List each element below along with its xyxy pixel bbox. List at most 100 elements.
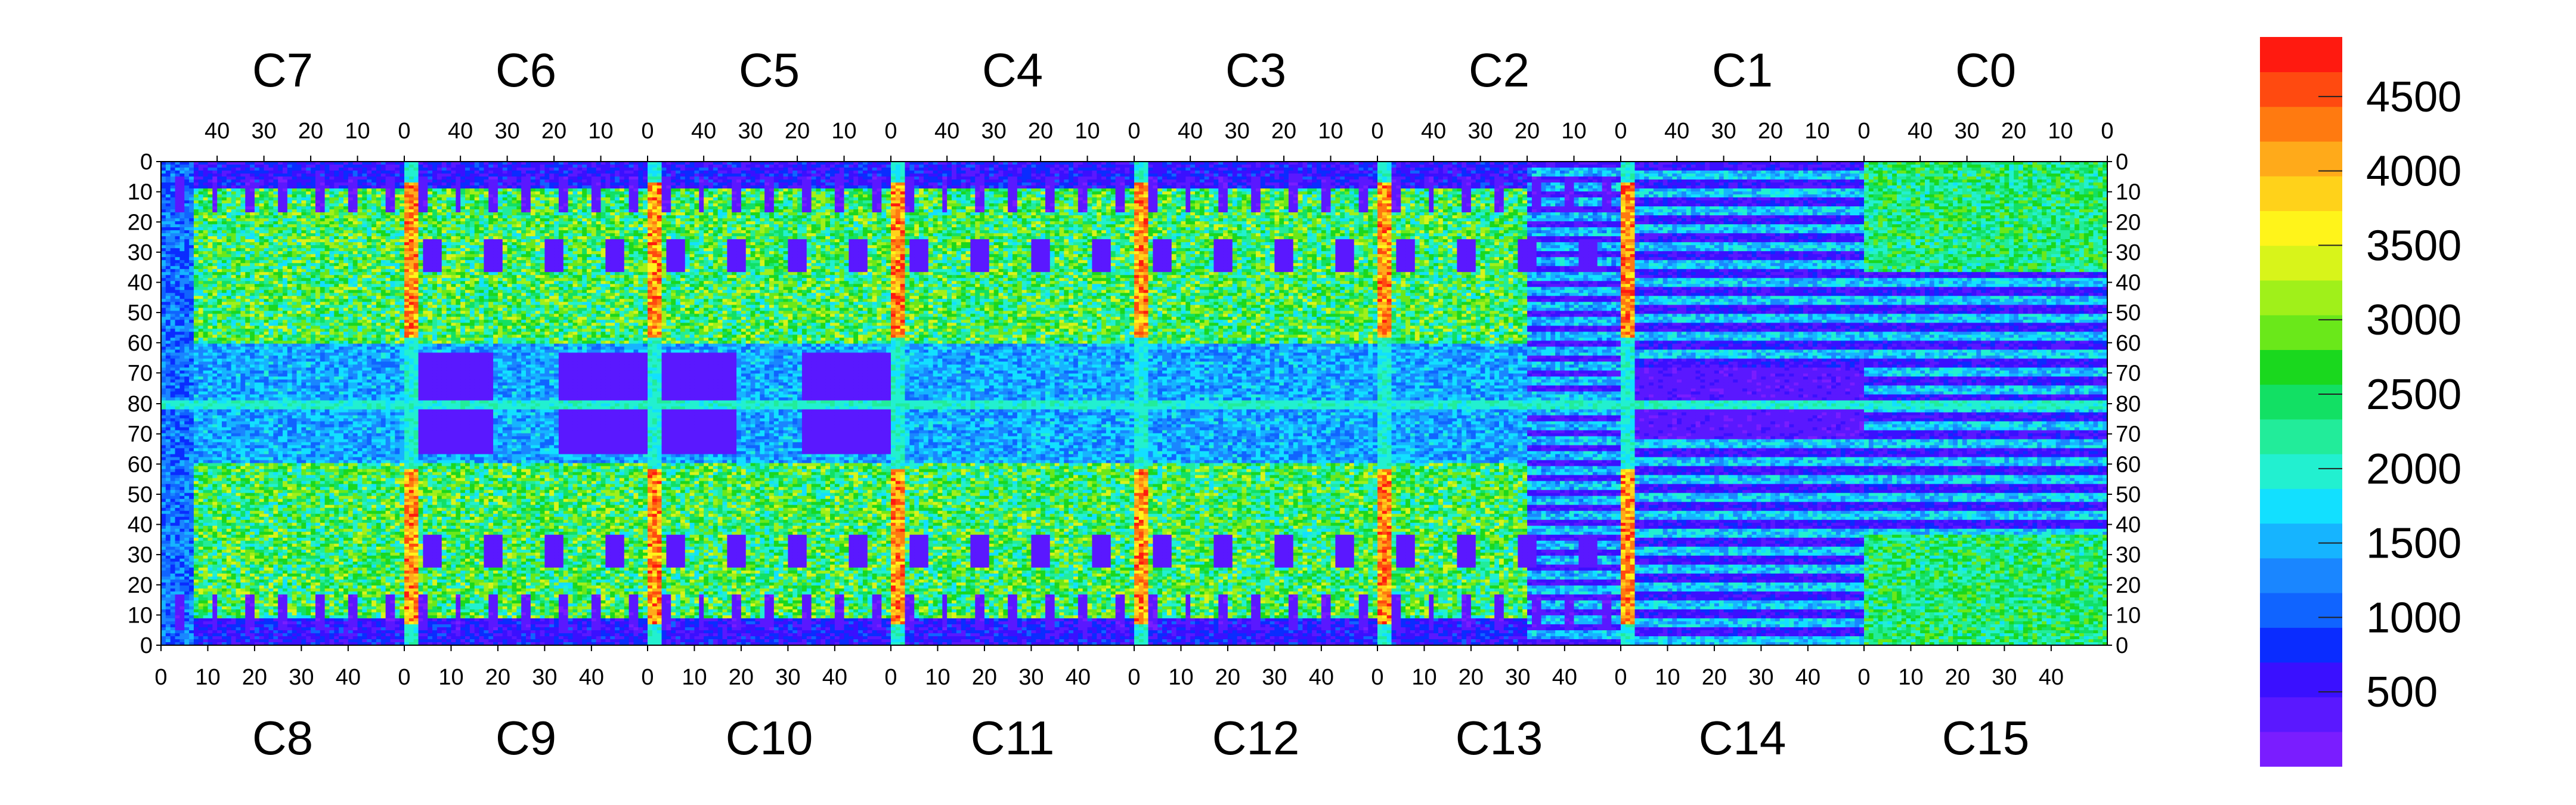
heatmap-cell bbox=[1274, 165, 1279, 168]
heatmap-cell bbox=[1948, 174, 1953, 177]
heatmap-cell bbox=[1789, 174, 1794, 177]
heatmap-cell bbox=[1504, 174, 1509, 177]
heatmap-cell bbox=[648, 171, 652, 174]
heatmap-cell bbox=[633, 171, 638, 174]
heatmap-cell bbox=[540, 171, 545, 174]
heatmap-cell bbox=[1176, 165, 1181, 168]
heatmap-cell bbox=[732, 165, 736, 168]
heatmap-cell bbox=[830, 165, 835, 168]
heatmap-cell bbox=[648, 174, 652, 177]
heatmap-cell bbox=[1312, 174, 1317, 177]
heatmap-cell bbox=[807, 177, 812, 180]
heatmap-cell bbox=[886, 171, 891, 174]
heatmap-cell bbox=[1948, 171, 1953, 174]
heatmap-cell bbox=[194, 174, 199, 177]
heatmap-cell bbox=[1223, 165, 1228, 168]
heatmap-cell bbox=[1513, 177, 1518, 180]
heatmap-cell bbox=[1546, 168, 1550, 171]
heatmap-cell bbox=[1770, 177, 1775, 180]
heatmap-cell bbox=[1223, 177, 1228, 180]
heatmap-cell bbox=[1064, 174, 1069, 177]
heatmap-cell bbox=[1013, 177, 1017, 180]
heatmap-cell bbox=[1335, 177, 1340, 180]
heatmap-cell bbox=[287, 174, 292, 177]
heatmap-cell bbox=[666, 168, 671, 171]
heatmap-cell bbox=[1654, 177, 1658, 180]
heatmap-cell bbox=[166, 171, 171, 174]
heatmap-cell bbox=[1120, 168, 1125, 171]
heatmap-cells bbox=[161, 162, 2108, 646]
heatmap-cell bbox=[2061, 168, 2066, 171]
heatmap-cell bbox=[872, 171, 877, 174]
heatmap-cell bbox=[1822, 174, 1826, 177]
heatmap-cell bbox=[2079, 165, 2084, 168]
heatmap-cell bbox=[620, 177, 624, 180]
heatmap-cell bbox=[1663, 174, 1668, 177]
heatmap-cell bbox=[868, 177, 872, 180]
heatmap-cell bbox=[1317, 174, 1321, 177]
heatmap-cell bbox=[751, 165, 756, 168]
heatmap-cell bbox=[1116, 168, 1120, 171]
heatmap-cell bbox=[713, 174, 718, 177]
heatmap-cell bbox=[952, 171, 956, 174]
heatmap-cell bbox=[1560, 174, 1565, 177]
heatmap-cell bbox=[1298, 165, 1303, 168]
heatmap-cell bbox=[521, 171, 526, 174]
heatmap-cell bbox=[1041, 165, 1045, 168]
heatmap-cell bbox=[549, 177, 554, 180]
heatmap-cell bbox=[1205, 168, 1209, 171]
heatmap-cell bbox=[1241, 165, 1246, 168]
heatmap-cell bbox=[1757, 174, 1761, 177]
heatmap-cell bbox=[788, 171, 792, 174]
heatmap-cell bbox=[970, 165, 975, 168]
heatmap-cell bbox=[760, 165, 764, 168]
heatmap-cell bbox=[329, 177, 334, 180]
heatmap-cell bbox=[1190, 171, 1195, 174]
heatmap-cell bbox=[1588, 165, 1593, 168]
heatmap-cell bbox=[676, 171, 680, 174]
heatmap-cell bbox=[1003, 177, 1008, 180]
heatmap-cell bbox=[1522, 171, 1527, 174]
heatmap-cell bbox=[1424, 174, 1429, 177]
heatmap-cell bbox=[1270, 168, 1275, 171]
heatmap-cell bbox=[881, 174, 886, 177]
heatmap-cell bbox=[1041, 174, 1045, 177]
heatmap-cell bbox=[1621, 177, 1626, 180]
heatmap-cell bbox=[1317, 177, 1321, 180]
heatmap-cell bbox=[643, 174, 648, 177]
heatmap-cell bbox=[1990, 168, 1995, 171]
heatmap-cell bbox=[442, 168, 447, 171]
heatmap-cell bbox=[451, 177, 456, 180]
heatmap-cell bbox=[1237, 174, 1242, 177]
heatmap-cell bbox=[442, 165, 447, 168]
heatmap-cell bbox=[2093, 174, 2098, 177]
heatmap-cell bbox=[1284, 174, 1289, 177]
heatmap-cell bbox=[1424, 177, 1429, 180]
heatmap-cell bbox=[179, 168, 184, 171]
heatmap-cell bbox=[231, 174, 236, 177]
heatmap-cell bbox=[428, 177, 432, 180]
heatmap-cell bbox=[1700, 171, 1705, 174]
heatmap-cell bbox=[1401, 174, 1405, 177]
heatmap-cell bbox=[1429, 168, 1433, 171]
heatmap-cell bbox=[2042, 171, 2046, 174]
heatmap-cell bbox=[1153, 174, 1157, 177]
heatmap-cell bbox=[1218, 177, 1223, 180]
heatmap-cell bbox=[1934, 165, 1939, 168]
heatmap-cell bbox=[171, 177, 175, 180]
heatmap-cell bbox=[1733, 165, 1738, 168]
heatmap-cell bbox=[1574, 171, 1579, 174]
heatmap-cell bbox=[255, 165, 259, 168]
heatmap-cell bbox=[1069, 171, 1073, 174]
heatmap-cell bbox=[643, 165, 648, 168]
heatmap-cell bbox=[592, 174, 596, 177]
heatmap-cell bbox=[1714, 171, 1719, 174]
heatmap-cell bbox=[1270, 171, 1275, 174]
heatmap-cell bbox=[1438, 177, 1443, 180]
heatmap-cell bbox=[194, 177, 199, 180]
heatmap-cell bbox=[1176, 168, 1181, 171]
heatmap-cell bbox=[1541, 168, 1546, 171]
heatmap-cell bbox=[1185, 171, 1190, 174]
heatmap-cell bbox=[1794, 171, 1798, 174]
heatmap-cell bbox=[699, 165, 704, 168]
